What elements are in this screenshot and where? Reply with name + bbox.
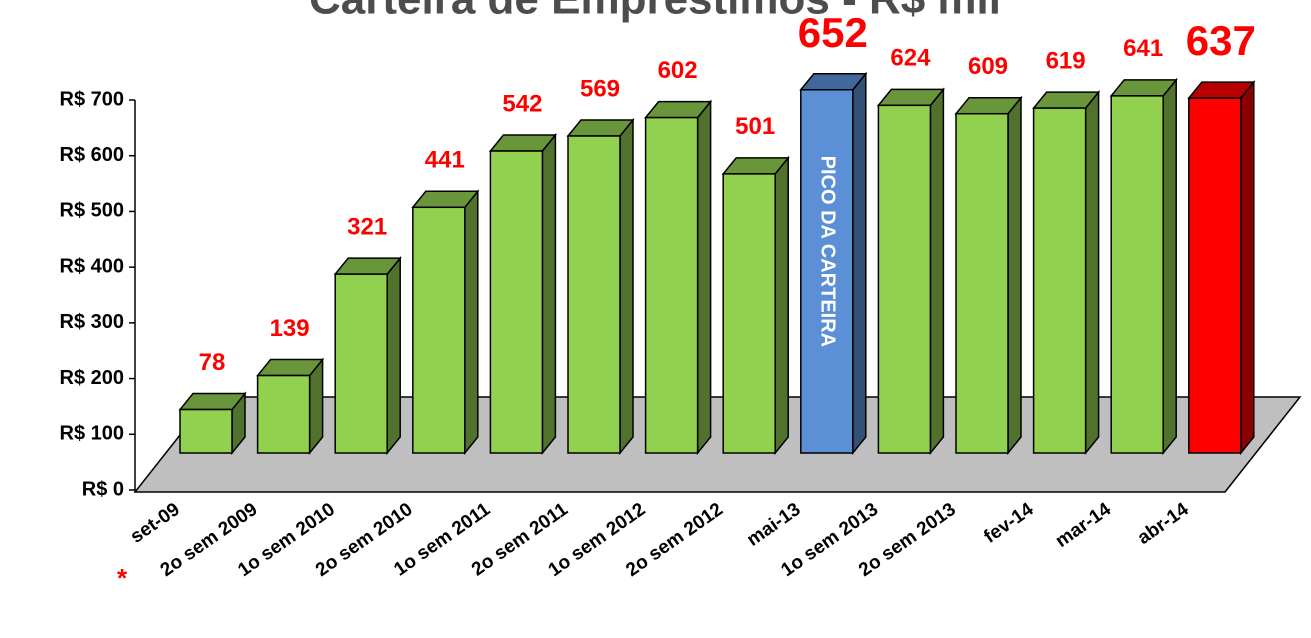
bar-front [955, 112, 1009, 454]
value-label: 501 [735, 113, 775, 140]
value-label: 569 [580, 75, 620, 102]
y-tick-label: R$ 400 [60, 255, 125, 277]
bar-side [464, 189, 479, 456]
bar-front [334, 273, 388, 454]
bar [1109, 77, 1178, 456]
x-tick-label: fev-14 [980, 499, 1037, 548]
y-tick-label: R$ 500 [60, 200, 125, 222]
bar-side [1240, 79, 1255, 456]
x-tick-label: set-09 [127, 499, 184, 548]
bar [411, 189, 480, 456]
bar [256, 357, 325, 456]
value-label: 652 [798, 9, 868, 56]
bar-annotation: PICO DA CARTEIRA [817, 156, 839, 347]
bar-front [644, 116, 699, 454]
bar-side [852, 71, 867, 456]
value-label: 637 [1186, 17, 1256, 64]
bar [644, 99, 713, 456]
y-tick-label: R$ 300 [60, 311, 125, 333]
bar [799, 71, 868, 456]
value-label: 624 [890, 45, 931, 72]
bar-side [386, 256, 401, 456]
y-tick-label: R$ 0 [82, 478, 124, 500]
bar-side [696, 99, 712, 456]
bar [488, 132, 557, 456]
bar [721, 155, 790, 456]
bar-side [1084, 90, 1100, 456]
chart-title: Carteira de Empréstimos - R$ mil [309, 0, 1001, 24]
y-tick-label: R$ 200 [60, 367, 125, 389]
value-label: 641 [1123, 35, 1163, 62]
value-label: 441 [425, 147, 465, 174]
y-tick-label: R$ 700 [60, 88, 125, 110]
bar [1187, 79, 1256, 456]
value-label: 619 [1046, 47, 1086, 74]
bar-front [256, 374, 311, 454]
bar-front [412, 206, 466, 454]
bar [1032, 90, 1101, 456]
bar-front [722, 173, 776, 454]
x-tick-label: abr-14 [1134, 499, 1193, 549]
bar-side [1007, 95, 1022, 456]
bar-front [877, 104, 932, 454]
bar-side [774, 155, 789, 456]
bar-side [929, 87, 945, 456]
x-tick-label: mai-13 [743, 499, 804, 551]
bar [954, 95, 1023, 456]
value-label: 139 [270, 315, 310, 342]
value-label: 321 [347, 214, 387, 241]
value-label: 602 [658, 57, 698, 84]
bar-front [567, 135, 621, 454]
bar [566, 117, 635, 456]
bar [333, 256, 402, 456]
bar-front [489, 150, 544, 454]
bar-side [541, 132, 557, 456]
bar-front [1032, 107, 1087, 454]
bar-front [1110, 95, 1164, 454]
bar [178, 391, 247, 456]
bar-side [619, 117, 634, 456]
bar-front [800, 88, 854, 454]
value-label: 609 [968, 53, 1008, 80]
x-tick-label: mar-14 [1052, 499, 1115, 552]
value-label: 542 [502, 90, 542, 117]
bar-front [179, 408, 233, 454]
value-label: 78 [199, 349, 226, 376]
footnote-mark: * [117, 563, 128, 593]
y-tick-label: R$ 100 [60, 423, 125, 445]
bar [876, 87, 945, 456]
y-tick-label: R$ 600 [60, 144, 125, 166]
bar-side [1162, 77, 1177, 456]
bar-front [1188, 97, 1242, 454]
